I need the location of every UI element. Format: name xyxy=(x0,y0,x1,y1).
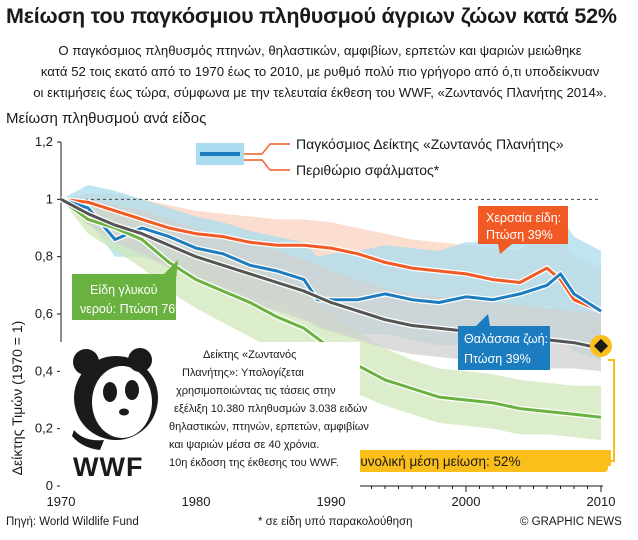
credit-text: © GRAPHIC NEWS xyxy=(520,516,622,528)
y-tick-label: 0,6 xyxy=(35,306,53,321)
overall-callout-panel-real xyxy=(344,450,608,472)
page-title: Μείωση του παγκόσμιου πληθυσμού άγριων ζ… xyxy=(6,4,617,28)
y-tick-label: 0 xyxy=(46,478,53,493)
freshwater-callout: Είδη γλυκού νερού: Πτώση 76% xyxy=(72,260,186,320)
land-callout-line1: Χερσαία είδη: xyxy=(486,211,561,225)
overall-callout-real: Συνολική μέση μείωση: 52% xyxy=(344,359,615,472)
legend-leader xyxy=(244,159,290,171)
wwf-note-line: εξέλιξη 10.380 πληθυσμών 3.038 ειδών xyxy=(174,403,368,415)
legend: Παγκόσμιος Δείκτης «Ζωντανός Πλανήτης» Π… xyxy=(196,136,564,178)
y-tick-label: 0,4 xyxy=(35,363,53,378)
legend-index-label: Παγκόσμιος Δείκτης «Ζωντανός Πλανήτης» xyxy=(296,136,564,152)
y-axis-label: Δείκτης Τιμών (1970 = 1) xyxy=(9,321,25,476)
wwf-panel: WWF Δείκτης «Ζωντανός Πλανήτης»: Υπολογί… xyxy=(60,342,369,492)
y-tick-label: 1 xyxy=(46,191,53,206)
intro-line: Ο παγκόσμιος πληθυσμός πτηνών, θηλαστικώ… xyxy=(58,43,582,58)
marine-callout-line2: Πτώση 39% xyxy=(464,352,531,366)
chart-area: 0 0,2 0,4 0,6 0,8 1 1,2 1970 1980 1990 2000 2010 Δε… xyxy=(9,134,616,509)
intro-text: Ο παγκόσμιος πληθυσμός πτηνών, θηλαστικώ… xyxy=(6,40,634,103)
legend-leader xyxy=(244,143,290,155)
wwf-note-line: Πλανήτης»: Υπολογίζεται xyxy=(182,367,304,379)
source-text: Πηγή: World Wildlife Fund xyxy=(6,516,139,528)
land-callout: Χερσαία είδη: Πτώση 39% xyxy=(478,206,568,254)
land-callout-line2: Πτώση 39% xyxy=(486,228,553,242)
intro-line: κατά 52 τοις εκατό από το 1970 έως το 20… xyxy=(40,64,600,79)
land-callout-box xyxy=(478,206,568,254)
x-tick-label: 1980 xyxy=(182,494,211,509)
wwf-panda-logo xyxy=(72,348,158,450)
footnote-text: * σε είδη υπό παρακολούθηση xyxy=(258,516,413,528)
chart-subtitle: Μείωση πληθυσμού ανά είδος xyxy=(6,110,207,127)
y-tick-label: 1,2 xyxy=(35,134,53,149)
freshwater-callout-line2: νερού: Πτώση 76% xyxy=(80,302,186,316)
wwf-note-line: και ψαριών μέσα σε 40 χρόνια. xyxy=(169,439,319,451)
x-tick-label: 1990 xyxy=(317,494,346,509)
overall-leader xyxy=(608,359,615,462)
x-tick-label: 1970 xyxy=(47,494,76,509)
wwf-note-line: 10η έκδοση της έκθεσης του WWF. xyxy=(169,457,339,469)
wwf-note-line: χρησιμοποιώντας τις τάσεις στην xyxy=(176,385,336,397)
land-series-line xyxy=(60,197,602,313)
marine-callout-box xyxy=(458,314,550,370)
y-tick-label: 0,2 xyxy=(35,421,53,436)
freshwater-callout-line1: Είδη γλυκού xyxy=(90,283,158,297)
y-tick-label: 0,8 xyxy=(35,249,53,264)
marine-callout-line1: Θαλάσσια ζωή: xyxy=(464,332,548,346)
intro-line: οι εκτιμήσεις έως τώρα, σύμφωνα με την τ… xyxy=(33,85,607,100)
overall-callout-text: Συνολική μέση μείωση: 52% xyxy=(352,454,521,469)
freshwater-callout-box xyxy=(72,260,178,320)
wwf-note-line: Δείκτης «Ζωντανός xyxy=(203,349,296,361)
marine-callout: Θαλάσσια ζωή: Πτώση 39% xyxy=(458,314,550,370)
series-lines xyxy=(59,196,603,420)
x-tick-label: 2000 xyxy=(452,494,481,509)
wwf-logo-text: WWF xyxy=(73,452,143,482)
wwf-note-line: θηλαστικών, πτηνών, ερπετών, αμφιβίων xyxy=(169,421,369,433)
overall-end-marker xyxy=(590,335,612,357)
x-tick-label: 2010 xyxy=(587,494,616,509)
legend-error-label: Περιθώριο σφάλματος* xyxy=(296,162,440,178)
